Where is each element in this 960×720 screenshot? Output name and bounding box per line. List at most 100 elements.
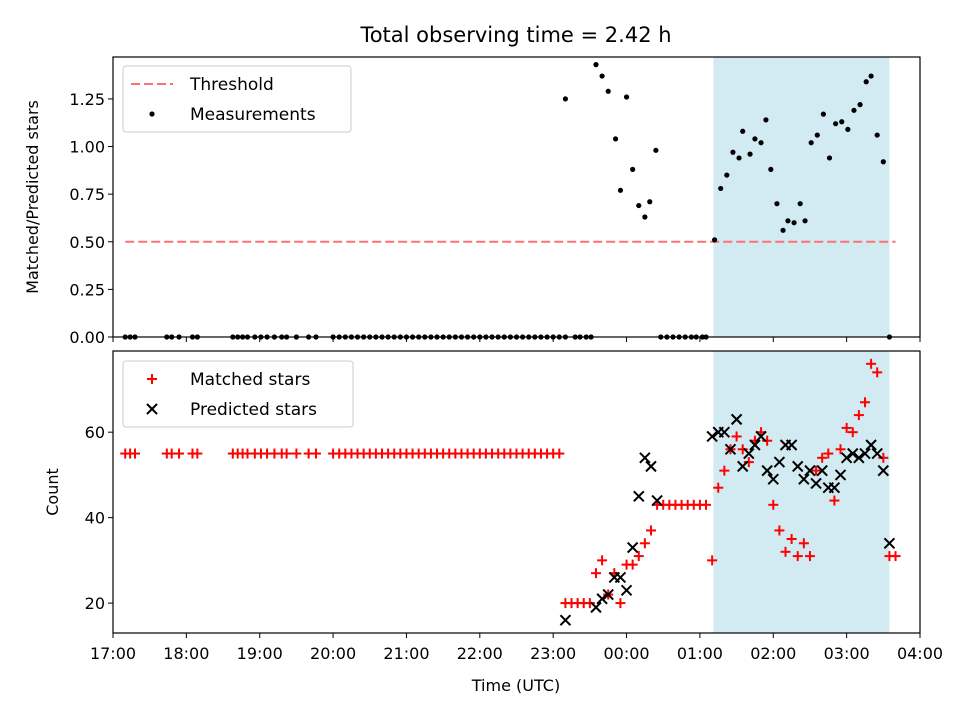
matched-star-point bbox=[841, 422, 852, 433]
measurement-point bbox=[612, 136, 619, 142]
predicted-star-point bbox=[639, 452, 651, 464]
x-tick-label: 02:00 bbox=[750, 644, 796, 663]
x-tick-label: 04:00 bbox=[897, 644, 943, 663]
measurement-point bbox=[647, 199, 653, 205]
matched-star-point bbox=[584, 598, 595, 609]
measurement-point bbox=[780, 227, 786, 233]
measurement-point bbox=[763, 117, 769, 123]
measurement-point bbox=[711, 237, 718, 243]
matched-star-point bbox=[639, 538, 650, 549]
predicted-star-point bbox=[816, 464, 828, 477]
x-tick-label: 19:00 bbox=[237, 644, 283, 663]
matched-star-point bbox=[804, 551, 815, 562]
predicted-star-point bbox=[877, 464, 890, 477]
predicted-star-point bbox=[645, 460, 657, 473]
x-tick-label: 17:00 bbox=[90, 644, 136, 663]
x-tick-label: 20:00 bbox=[310, 644, 356, 663]
measurement-point bbox=[868, 73, 874, 79]
measurement-point bbox=[724, 172, 730, 178]
matched-star-point bbox=[646, 525, 656, 536]
measurement-point bbox=[863, 79, 869, 85]
measurement-point bbox=[768, 166, 774, 172]
predicted-star-point bbox=[871, 447, 883, 460]
marker-stroke bbox=[724, 443, 737, 455]
marker-stroke bbox=[840, 452, 853, 464]
legend-predicted-label: Predicted stars bbox=[190, 400, 317, 420]
bottom-legend: Matched stars Predicted stars bbox=[122, 360, 354, 428]
matched-star-point bbox=[823, 448, 834, 459]
measurement-point bbox=[617, 187, 624, 193]
top-legend: Threshold Measurements bbox=[122, 65, 352, 133]
top-x-tick-marks bbox=[112, 337, 921, 342]
top-y-axis-label: Matched/Predicted stars bbox=[23, 100, 42, 294]
matched-star-point bbox=[192, 448, 203, 459]
measurement-point bbox=[814, 132, 820, 138]
bottom-legend-box bbox=[122, 360, 354, 428]
measurement-point bbox=[791, 220, 797, 226]
predicted-star-point bbox=[730, 413, 743, 426]
y-tick-label: 1.25 bbox=[69, 90, 105, 109]
predicted-star-point bbox=[736, 460, 749, 473]
marker-stroke bbox=[620, 584, 633, 596]
measurement-point bbox=[730, 149, 736, 155]
measurement-point bbox=[630, 166, 636, 172]
matched-star-point bbox=[597, 555, 608, 566]
measurement-point bbox=[736, 155, 742, 161]
marker-stroke bbox=[865, 439, 877, 451]
bottom-plot-frame bbox=[112, 350, 921, 634]
marker-stroke bbox=[785, 439, 798, 451]
predicted-star-point bbox=[743, 447, 755, 460]
x-tick-label: 18:00 bbox=[163, 644, 209, 663]
matched-star-point bbox=[615, 598, 626, 609]
measurement-point bbox=[880, 159, 886, 165]
marker-stroke bbox=[810, 477, 822, 490]
predicted-star-point bbox=[755, 430, 767, 443]
marker-stroke bbox=[816, 464, 828, 477]
predicted-star-point bbox=[718, 426, 731, 438]
legend-measurements-swatch bbox=[149, 111, 155, 117]
marker-stroke bbox=[871, 447, 883, 460]
predicted-star-point bbox=[596, 593, 608, 605]
y-tick-label: 1.00 bbox=[69, 138, 105, 157]
marker-stroke bbox=[755, 430, 767, 443]
top-plot-frame bbox=[112, 56, 921, 338]
predicted-star-point bbox=[620, 584, 633, 596]
measurement-point bbox=[845, 126, 851, 132]
marker-stroke bbox=[773, 456, 786, 468]
bottom-x-axis: 17:00 18:00 19:00 20:00 21:00 22:00 23:00 00:00… bbox=[90, 633, 943, 663]
marker-stroke bbox=[743, 447, 755, 460]
y-tick-label: 60 bbox=[85, 423, 105, 442]
measurement-point bbox=[653, 147, 659, 153]
measurement-point bbox=[774, 201, 780, 207]
measurement-point bbox=[802, 218, 808, 224]
marker-stroke bbox=[596, 593, 608, 605]
matched-star-point bbox=[780, 546, 791, 557]
predicted-star-point bbox=[810, 477, 822, 490]
matched-star-point bbox=[847, 427, 858, 438]
matched-star-point bbox=[743, 457, 754, 468]
matched-star-point bbox=[554, 448, 565, 459]
x-axis-label: Time (UTC) bbox=[471, 676, 560, 695]
bottom-highlight-span bbox=[713, 351, 890, 633]
matched-star-point bbox=[731, 431, 742, 442]
measurement-point bbox=[758, 140, 764, 146]
measurement-point bbox=[833, 121, 839, 127]
measurement-point bbox=[605, 88, 611, 94]
matched-star-point bbox=[707, 555, 718, 566]
marker-stroke bbox=[883, 537, 896, 549]
measurement-point bbox=[636, 202, 642, 209]
bottom-panel: 20 40 60 17:00 18:00 19:00 20:00 21:00 22:00 23:… bbox=[43, 350, 943, 695]
legend-x-marker bbox=[146, 403, 158, 415]
matched-star-point bbox=[768, 499, 779, 510]
matched-star-point bbox=[737, 444, 748, 455]
legend-matched-swatch bbox=[147, 374, 157, 384]
top-legend-box bbox=[122, 65, 352, 133]
marker-stroke bbox=[706, 430, 718, 443]
matched-star-point bbox=[878, 452, 889, 463]
marker-stroke bbox=[590, 601, 602, 614]
predicted-star-point bbox=[834, 469, 847, 481]
marker-stroke bbox=[767, 473, 779, 485]
y-tick-label: 0.50 bbox=[69, 233, 105, 252]
marker-stroke bbox=[614, 571, 627, 584]
